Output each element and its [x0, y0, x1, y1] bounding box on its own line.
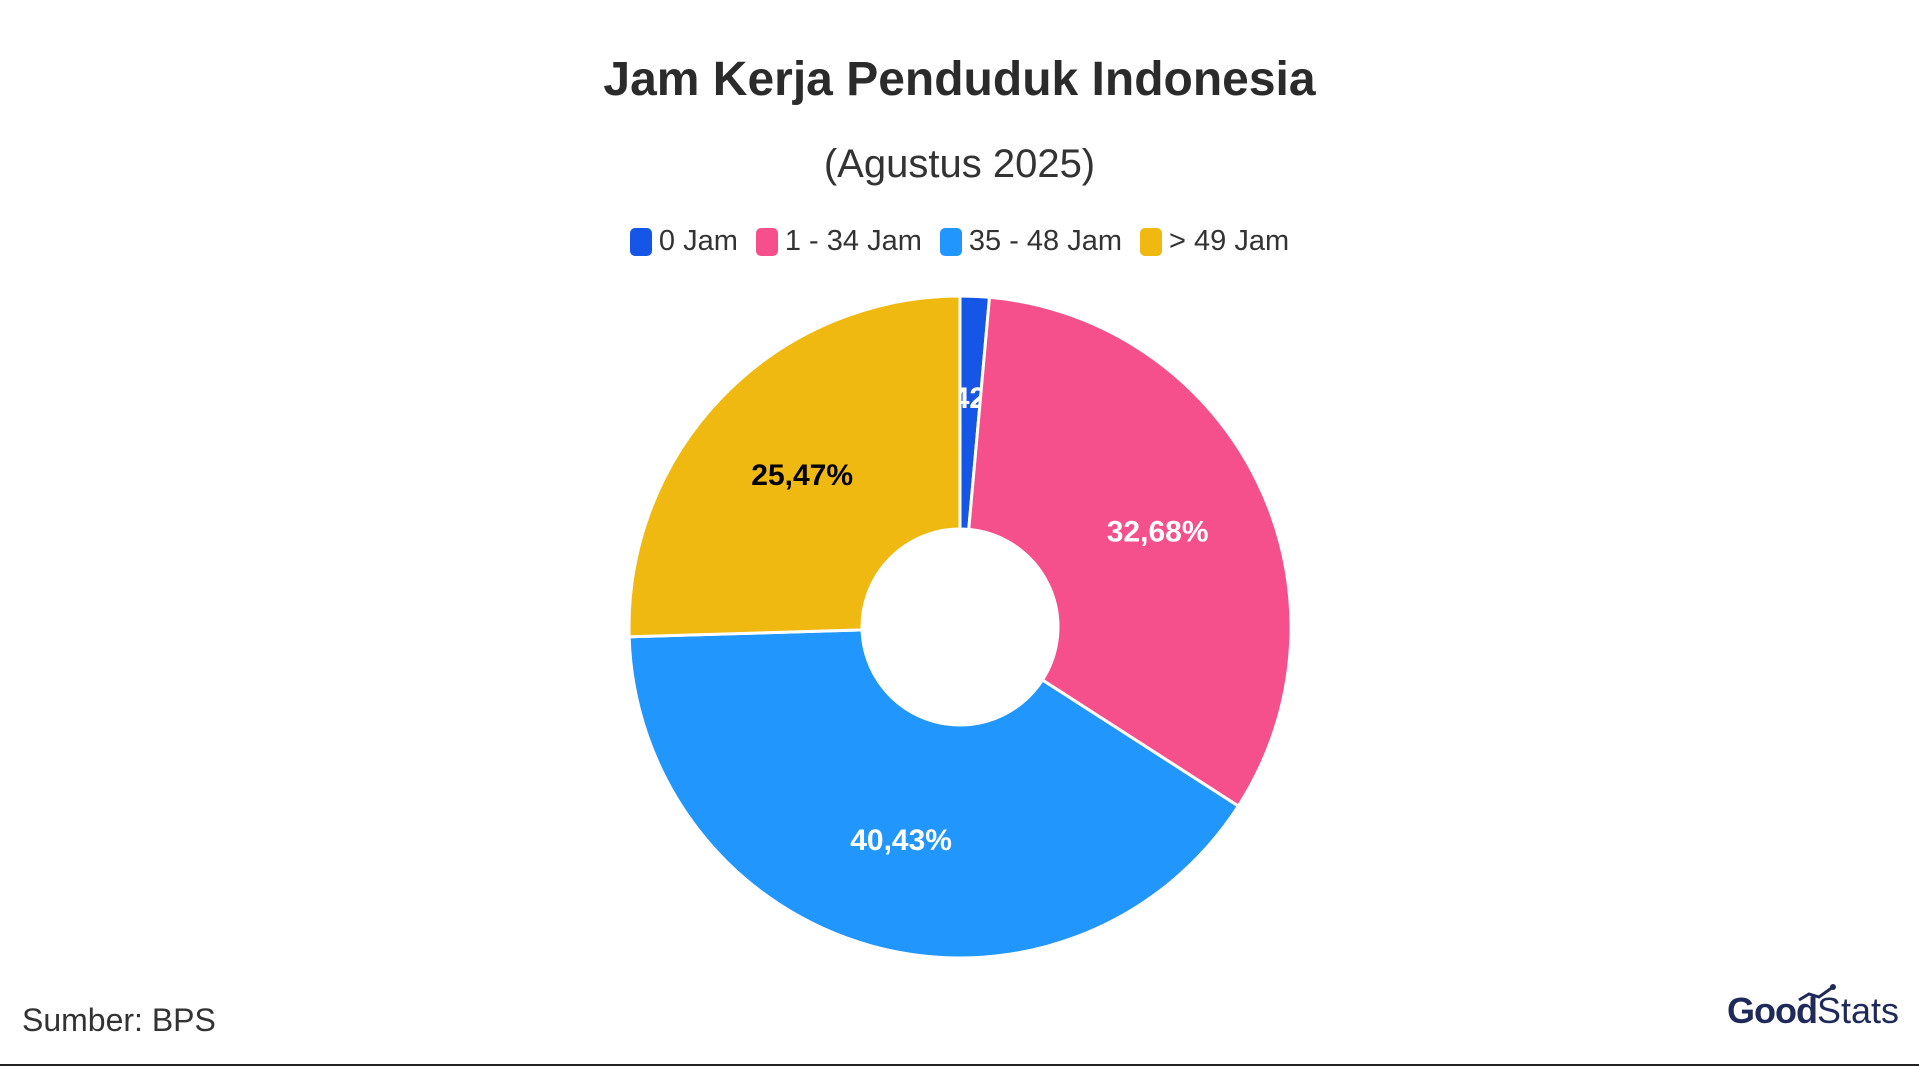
legend-swatch [755, 227, 778, 256]
slice-2[interactable] [627, 628, 1241, 960]
legend-label: > 49 Jam [1169, 225, 1290, 257]
legend-item-35-48-jam[interactable]: 35 - 48 Jam [939, 225, 1123, 258]
legend-item-49-jam[interactable]: > 49 Jam [1140, 225, 1289, 258]
legend-swatch [1140, 227, 1163, 256]
legend-label: 35 - 48 Jam [968, 225, 1123, 257]
slice-label-3: 25,47% [751, 459, 853, 492]
trend-icon [1798, 984, 1836, 1002]
legend-label: 1 - 34 Jam [784, 225, 922, 257]
slice-label-2: 40,43% [850, 824, 952, 857]
chart-legend: 0 Jam 1 - 34 Jam 35 - 48 Jam > 49 Jam [0, 225, 1919, 258]
bottom-rule [0, 1064, 1919, 1066]
legend-item-1-34-jam[interactable]: 1 - 34 Jam [755, 225, 922, 258]
goodstats-logo: Good Stats [1727, 984, 1899, 1040]
legend-swatch [939, 227, 962, 256]
chart-subtitle: (Agustus 2025) [823, 142, 1096, 186]
legend-label: 0 Jam [658, 225, 738, 257]
source-note: Sumber: BPS [22, 1002, 216, 1038]
slice-1[interactable] [967, 295, 1293, 809]
legend-item-0-jam[interactable]: 0 Jam [629, 225, 738, 258]
slice-3[interactable] [627, 294, 962, 639]
chart-title: Jam Kerja Penduduk Indonesia [603, 53, 1316, 106]
slice-label-1: 32,68% [1107, 515, 1209, 548]
legend-swatch [629, 227, 652, 256]
logo-stats-text: Stats [1816, 990, 1899, 1031]
